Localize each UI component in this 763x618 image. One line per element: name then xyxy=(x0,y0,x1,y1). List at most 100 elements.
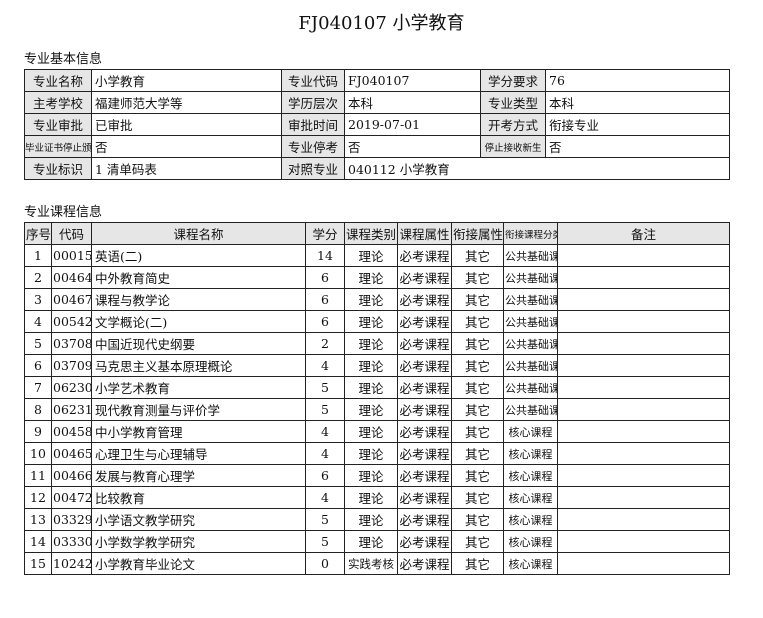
table-cell: 其它 xyxy=(451,310,504,333)
table-cell: 4 xyxy=(305,486,345,509)
table-cell xyxy=(557,486,730,509)
table-cell: 必考课程 xyxy=(397,530,452,553)
table-cell: 核心课程 xyxy=(503,552,558,575)
major-info-table: 专业名称 小学教育 专业代码 FJ040107 学分要求 76 主考学校 福建师范大学等 学历层… xyxy=(24,69,730,180)
field-label: 开考方式 xyxy=(480,113,546,136)
table-cell: 15 xyxy=(24,552,52,575)
table-cell: 公共基础课 xyxy=(503,288,558,311)
table-cell: 3 xyxy=(24,288,52,311)
table-cell: 必考课程 xyxy=(397,442,452,465)
table-cell: 00472 xyxy=(51,486,92,509)
table-cell xyxy=(557,310,730,333)
course-table: 序号 代码 课程名称 学分 课程类别 课程属性 衔接属性 衔接课程分类 备注 1 00015 英语(… xyxy=(24,222,730,575)
table-cell: 中小学教育管理 xyxy=(91,420,306,443)
table-cell xyxy=(557,442,730,465)
table-cell xyxy=(557,376,730,399)
table-cell: 理论 xyxy=(344,310,398,333)
table-cell: 8 xyxy=(24,398,52,421)
table-cell: 必考课程 xyxy=(397,244,452,267)
table-cell: 中国近现代史纲要 xyxy=(91,332,306,355)
table-cell: 5 xyxy=(24,332,52,355)
table-cell: 公共基础课 xyxy=(503,266,558,289)
field-value: 福建师范大学等 xyxy=(91,91,282,114)
field-value: 本科 xyxy=(344,91,481,114)
table-row: 13 03329 小学语文教学研究 5 理论 必考课程 其它 核心课程 xyxy=(24,508,730,531)
table-cell: 其它 xyxy=(451,552,504,575)
table-cell: 公共基础课 xyxy=(503,332,558,355)
field-label: 审批时间 xyxy=(281,113,345,136)
table-cell: 00458 xyxy=(51,420,92,443)
info-row: 专业审批 已审批 审批时间 2019-07-01 开考方式 衔接专业 xyxy=(24,113,730,136)
table-cell: 4 xyxy=(24,310,52,333)
table-row: 9 00458 中小学教育管理 4 理论 必考课程 其它 核心课程 xyxy=(24,420,730,443)
table-cell: 00465 xyxy=(51,442,92,465)
table-cell: 其它 xyxy=(451,442,504,465)
table-cell: 2 xyxy=(305,332,345,355)
table-row: 15 10242 小学教育毕业论文 0 实践考核 必考课程 其它 核心课程 xyxy=(24,552,730,575)
table-row: 2 00464 中外教育简史 6 理论 必考课程 其它 公共基础课 xyxy=(24,266,730,289)
table-row: 3 00467 课程与教学论 6 理论 必考课程 其它 公共基础课 xyxy=(24,288,730,311)
table-cell: 其它 xyxy=(451,486,504,509)
table-cell: 03708 xyxy=(51,332,92,355)
table-cell: 理论 xyxy=(344,266,398,289)
table-cell: 4 xyxy=(305,354,345,377)
field-label: 专业名称 xyxy=(24,69,92,92)
table-cell: 理论 xyxy=(344,508,398,531)
field-value: FJ040107 xyxy=(344,69,481,92)
table-cell: 14 xyxy=(305,244,345,267)
table-cell: 11 xyxy=(24,464,52,487)
field-label: 专业类型 xyxy=(480,91,546,114)
table-cell: 6 xyxy=(305,464,345,487)
table-cell: 10242 xyxy=(51,552,92,575)
table-cell: 必考课程 xyxy=(397,288,452,311)
table-cell: 必考课程 xyxy=(397,552,452,575)
table-cell xyxy=(557,244,730,267)
field-label: 专业代码 xyxy=(281,69,345,92)
field-label: 专业停考 xyxy=(281,135,345,158)
info-row: 专业名称 小学教育 专业代码 FJ040107 学分要求 76 xyxy=(24,69,730,92)
table-cell: 10 xyxy=(24,442,52,465)
column-header: 代码 xyxy=(51,222,92,245)
table-cell: 必考课程 xyxy=(397,376,452,399)
table-cell: 核心课程 xyxy=(503,442,558,465)
table-cell xyxy=(557,288,730,311)
table-cell xyxy=(557,530,730,553)
field-value: 否 xyxy=(344,135,481,158)
table-cell: 其它 xyxy=(451,288,504,311)
table-cell: 其它 xyxy=(451,354,504,377)
table-cell: 核心课程 xyxy=(503,508,558,531)
table-row: 11 00466 发展与教育心理学 6 理论 必考课程 其它 核心课程 xyxy=(24,464,730,487)
table-cell: 必考课程 xyxy=(397,354,452,377)
table-cell: 公共基础课 xyxy=(503,376,558,399)
table-cell: 理论 xyxy=(344,486,398,509)
table-cell: 中外教育简史 xyxy=(91,266,306,289)
column-header: 课程类别 xyxy=(344,222,398,245)
table-cell: 必考课程 xyxy=(397,332,452,355)
field-label: 主考学校 xyxy=(24,91,92,114)
table-cell: 9 xyxy=(24,420,52,443)
table-cell: 00464 xyxy=(51,266,92,289)
field-value: 1 清单码表 xyxy=(91,157,282,180)
info-section-title: 专业基本信息 xyxy=(24,52,103,67)
field-label: 学分要求 xyxy=(480,69,546,92)
table-cell: 公共基础课 xyxy=(503,398,558,421)
table-cell xyxy=(557,354,730,377)
column-header: 课程属性 xyxy=(397,222,452,245)
table-cell: 小学语文教学研究 xyxy=(91,508,306,531)
field-value: 2019-07-01 xyxy=(344,113,481,136)
table-cell: 小学教育毕业论文 xyxy=(91,552,306,575)
table-cell: 心理卫生与心理辅导 xyxy=(91,442,306,465)
field-value: 否 xyxy=(91,135,282,158)
table-cell: 必考课程 xyxy=(397,398,452,421)
field-label: 专业标识 xyxy=(24,157,92,180)
table-cell xyxy=(557,552,730,575)
column-header: 课程名称 xyxy=(91,222,306,245)
table-cell: 理论 xyxy=(344,332,398,355)
table-cell: 03709 xyxy=(51,354,92,377)
table-cell xyxy=(557,508,730,531)
table-cell: 必考课程 xyxy=(397,464,452,487)
table-cell: 14 xyxy=(24,530,52,553)
table-cell: 文学概论(二) xyxy=(91,310,306,333)
table-cell: 6 xyxy=(305,266,345,289)
table-cell: 其它 xyxy=(451,464,504,487)
